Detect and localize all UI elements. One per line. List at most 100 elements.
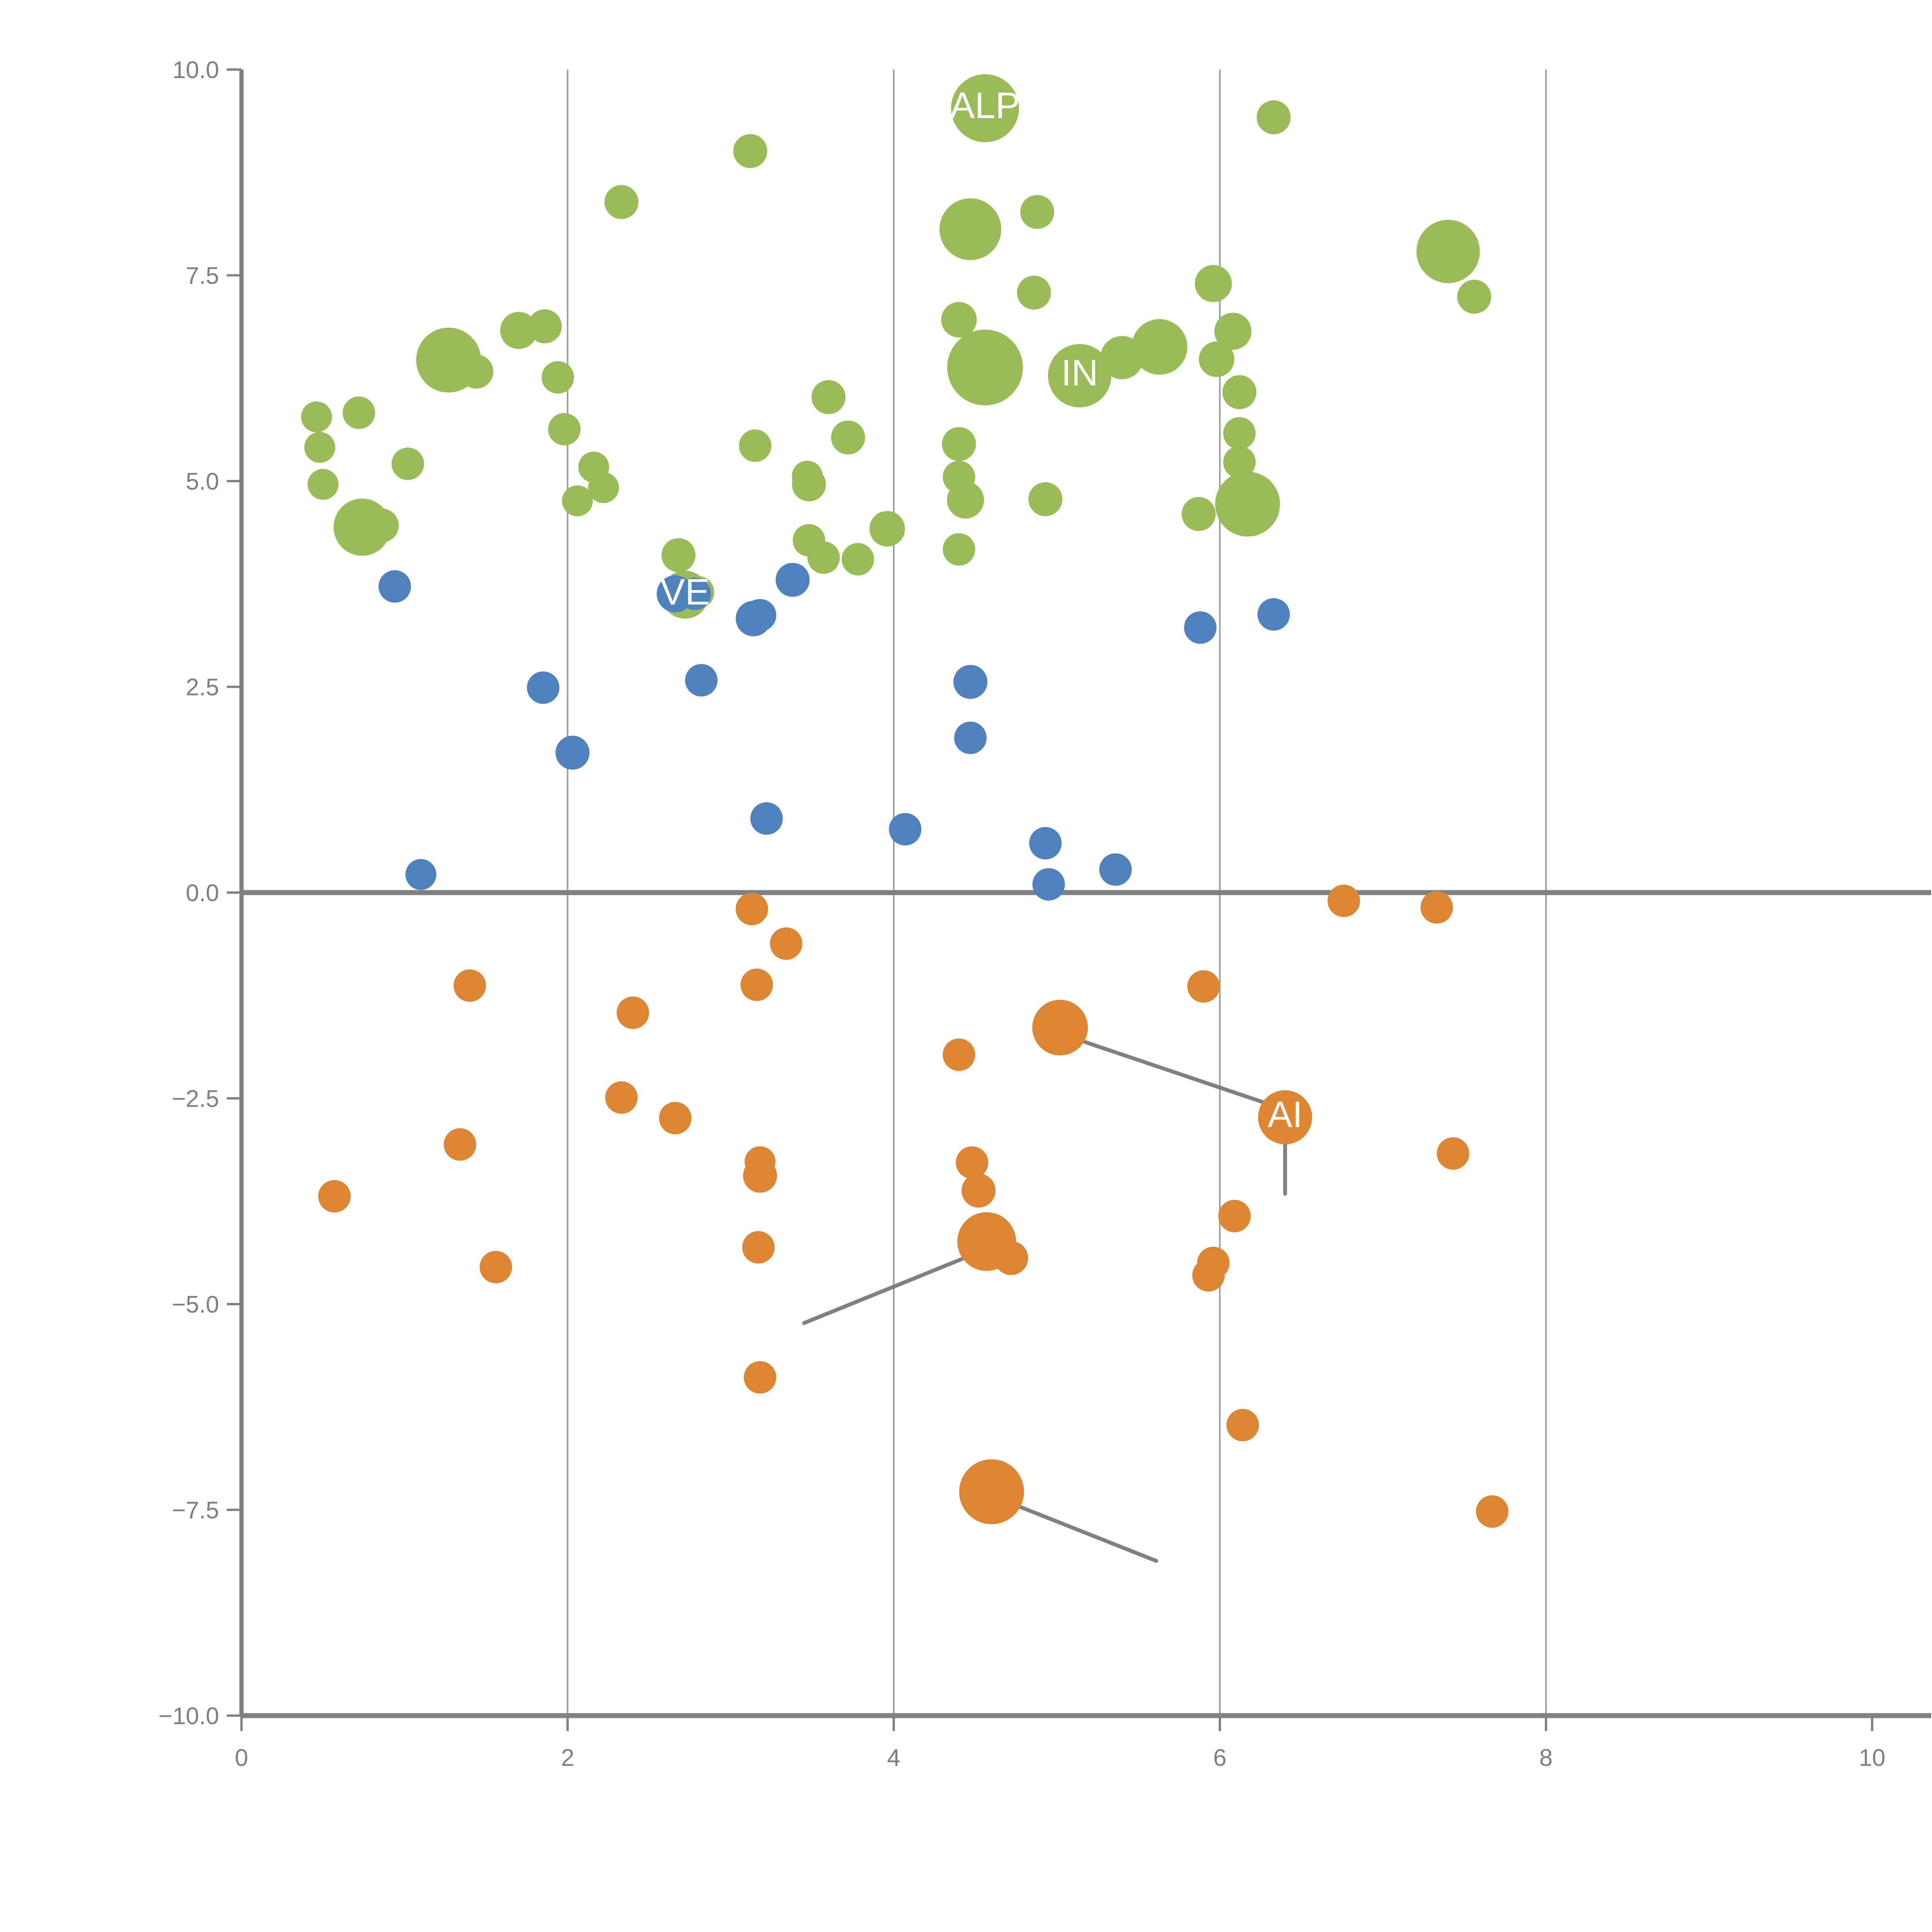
data-point-orange-6[interactable] bbox=[659, 1102, 692, 1134]
data-point-green-36[interactable] bbox=[947, 330, 1023, 406]
data-point-green-23[interactable] bbox=[792, 461, 823, 492]
data-point-orange-15[interactable] bbox=[956, 1146, 988, 1179]
data-point-blue-2[interactable] bbox=[527, 671, 560, 704]
data-point-green-2[interactable] bbox=[308, 469, 338, 500]
data-point-blue-14[interactable] bbox=[1029, 827, 1062, 860]
data-point-orange-29[interactable] bbox=[1437, 1137, 1469, 1170]
data-point-orange-14[interactable] bbox=[942, 1038, 975, 1071]
data-point-orange-25[interactable] bbox=[1226, 1409, 1259, 1442]
bubble-label-in: IN bbox=[1061, 352, 1098, 394]
data-point-green-39[interactable] bbox=[1020, 195, 1054, 229]
data-point-green-6[interactable] bbox=[391, 447, 424, 480]
data-point-blue-5[interactable] bbox=[679, 577, 711, 610]
data-point-orange-3[interactable] bbox=[480, 1251, 512, 1284]
data-point-green-1[interactable] bbox=[304, 432, 335, 463]
data-point-orange-13[interactable] bbox=[770, 927, 803, 960]
data-point-green-37[interactable] bbox=[951, 74, 1019, 143]
data-point-green-10[interactable] bbox=[527, 309, 562, 344]
data-point-blue-3[interactable] bbox=[555, 735, 590, 770]
data-point-blue-9[interactable] bbox=[750, 802, 783, 835]
data-point-orange-0[interactable] bbox=[318, 1180, 351, 1213]
data-point-orange-26[interactable] bbox=[1258, 1090, 1312, 1145]
data-point-green-51[interactable] bbox=[1215, 471, 1280, 537]
data-point-blue-15[interactable] bbox=[1032, 868, 1065, 901]
data-point-orange-5[interactable] bbox=[605, 1081, 638, 1114]
data-point-green-52[interactable] bbox=[1257, 100, 1291, 134]
data-point-orange-28[interactable] bbox=[1420, 891, 1453, 924]
data-point-orange-8[interactable] bbox=[740, 968, 773, 1001]
data-point-green-46[interactable] bbox=[1199, 341, 1235, 377]
data-point-green-47[interactable] bbox=[1214, 313, 1252, 350]
data-point-orange-11[interactable] bbox=[742, 1231, 775, 1264]
data-point-blue-18[interactable] bbox=[1257, 598, 1290, 631]
data-point-orange-24[interactable] bbox=[1218, 1200, 1251, 1233]
data-point-green-29[interactable] bbox=[869, 511, 905, 547]
data-point-green-17[interactable] bbox=[661, 538, 696, 572]
data-point-green-20[interactable] bbox=[733, 134, 767, 168]
data-point-green-15[interactable] bbox=[588, 472, 619, 503]
data-point-orange-12[interactable] bbox=[743, 1361, 776, 1394]
data-point-green-45[interactable] bbox=[1195, 265, 1232, 302]
y-tick-label-minus-7.5: −7.5 bbox=[172, 1497, 219, 1524]
data-point-orange-23[interactable] bbox=[1197, 1247, 1230, 1279]
data-point-blue-11[interactable] bbox=[889, 813, 922, 845]
data-point-orange-10[interactable] bbox=[744, 1146, 776, 1177]
data-point-blue-16[interactable] bbox=[1099, 853, 1132, 886]
data-point-green-48[interactable] bbox=[1222, 375, 1257, 409]
data-point-orange-27[interactable] bbox=[1327, 884, 1360, 917]
data-point-orange-20[interactable] bbox=[1032, 1000, 1088, 1056]
data-point-orange-21[interactable] bbox=[1187, 970, 1220, 1003]
data-point-blue-17[interactable] bbox=[1184, 611, 1217, 644]
data-point-orange-19[interactable] bbox=[994, 1241, 1028, 1275]
data-point-blue-6[interactable] bbox=[685, 664, 718, 697]
series-orange-points[interactable] bbox=[318, 884, 1509, 1528]
data-point-orange-16[interactable] bbox=[961, 1173, 996, 1208]
data-point-green-38[interactable] bbox=[1017, 276, 1051, 310]
data-point-orange-18[interactable] bbox=[959, 1459, 1024, 1524]
data-point-green-13[interactable] bbox=[562, 485, 593, 517]
data-point-green-35[interactable] bbox=[939, 198, 1002, 260]
data-point-orange-30[interactable] bbox=[1476, 1495, 1509, 1528]
data-point-green-25[interactable] bbox=[807, 541, 840, 574]
data-point-green-43[interactable] bbox=[1131, 319, 1187, 375]
data-point-green-50[interactable] bbox=[1223, 446, 1256, 479]
data-point-orange-2[interactable] bbox=[444, 1128, 476, 1161]
data-point-green-30[interactable] bbox=[942, 427, 976, 461]
data-point-green-11[interactable] bbox=[541, 361, 574, 394]
data-point-blue-13[interactable] bbox=[954, 721, 987, 754]
data-point-green-28[interactable] bbox=[842, 543, 874, 576]
data-point-green-0[interactable] bbox=[301, 401, 332, 432]
data-point-green-9[interactable] bbox=[500, 312, 537, 349]
data-point-green-34[interactable] bbox=[941, 302, 977, 338]
data-point-orange-1[interactable] bbox=[453, 969, 486, 1002]
data-point-green-32[interactable] bbox=[947, 481, 984, 519]
data-point-blue-8[interactable] bbox=[743, 599, 776, 632]
data-point-green-21[interactable] bbox=[739, 429, 772, 462]
x-tick-label-0: 0 bbox=[235, 1745, 248, 1771]
data-point-green-41[interactable] bbox=[1048, 344, 1112, 408]
data-point-blue-1[interactable] bbox=[405, 859, 437, 890]
data-point-orange-4[interactable] bbox=[616, 996, 649, 1029]
data-point-green-26[interactable] bbox=[811, 380, 846, 414]
data-point-green-3[interactable] bbox=[342, 396, 375, 429]
data-point-green-54[interactable] bbox=[1457, 279, 1492, 314]
data-point-green-8[interactable] bbox=[459, 354, 493, 389]
series-green-points[interactable] bbox=[301, 74, 1492, 619]
data-point-green-40[interactable] bbox=[1028, 482, 1063, 516]
data-point-green-27[interactable] bbox=[831, 420, 865, 455]
data-point-green-12[interactable] bbox=[548, 413, 581, 446]
data-point-green-5[interactable] bbox=[364, 509, 399, 543]
data-point-blue-0[interactable] bbox=[378, 570, 411, 603]
data-point-green-33[interactable] bbox=[942, 533, 975, 566]
data-point-blue-12[interactable] bbox=[953, 665, 988, 699]
y-tick-label-0.0: 0.0 bbox=[186, 880, 219, 906]
data-point-green-16[interactable] bbox=[604, 185, 639, 219]
data-point-orange-7[interactable] bbox=[735, 893, 768, 925]
data-point-blue-10[interactable] bbox=[776, 563, 810, 597]
data-point-green-53[interactable] bbox=[1416, 219, 1480, 283]
series-blue-points[interactable] bbox=[378, 563, 1290, 901]
data-point-green-49[interactable] bbox=[1223, 417, 1256, 450]
data-point-green-44[interactable] bbox=[1182, 497, 1216, 531]
axis-lines-group bbox=[239, 70, 1931, 1718]
